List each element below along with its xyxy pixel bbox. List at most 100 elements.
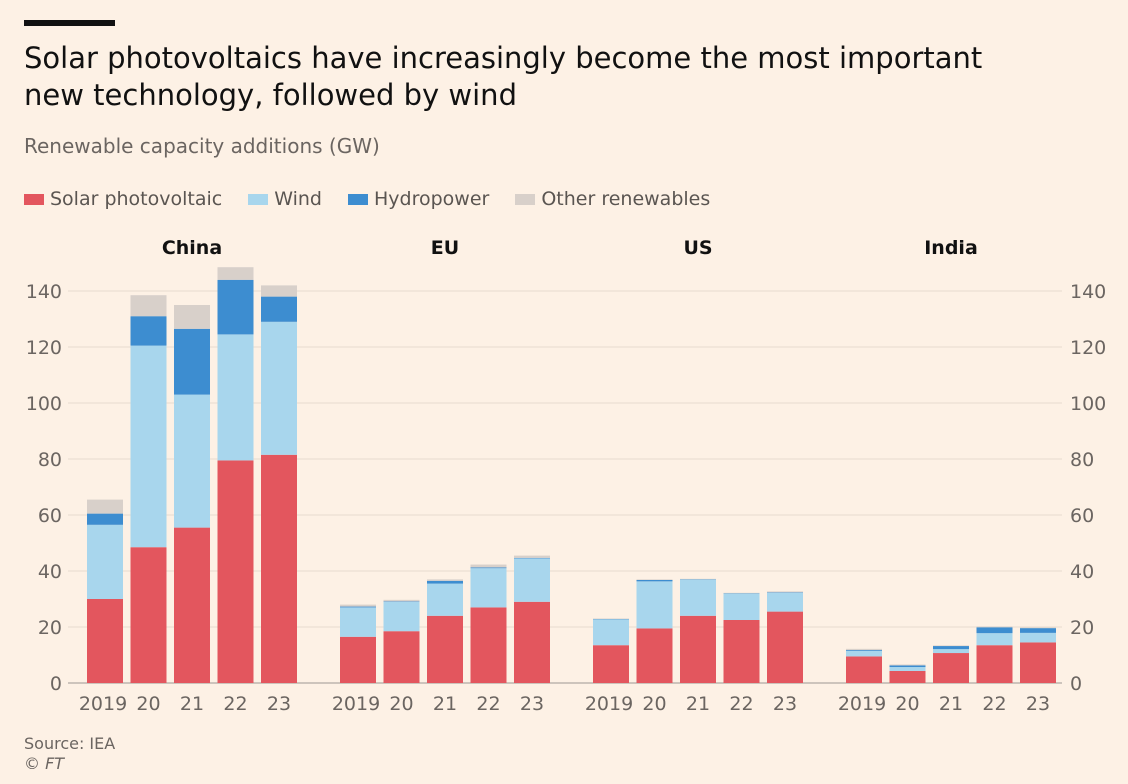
bar-china-22-other-renewables [217,267,254,280]
source-text: Source: IEA [24,734,116,753]
bar-china-23-hydropower [261,296,297,322]
legend-swatch-hydro [348,193,368,205]
bar-eu-20-solar-photovoltaic [383,631,420,683]
bar-us-23-hydropower [767,592,803,593]
bar-eu-21-other-renewables [427,579,463,581]
bar-china-2019-solar-photovoltaic [87,599,123,683]
bar-us-23-other-renewables [767,591,803,593]
bar-india-21-other-renewables [933,645,969,647]
bar-eu-22-other-renewables [470,564,507,568]
panel-title-china: China [162,237,222,259]
bar-china-23-wind [261,321,297,455]
bar-eu-20-hydropower [383,601,420,602]
x-tick-label: 22 [729,693,753,715]
x-tick-label: 23 [773,693,797,715]
x-tick-label: 2019 [332,693,380,715]
x-tick-label: 20 [136,693,160,715]
y-tick-label-right: 0 [1070,673,1082,695]
panel-title-eu: EU [431,237,459,259]
y-tick-label-left: 60 [38,505,62,527]
y-tick-label-right: 80 [1070,449,1094,471]
bar-us-2019-other-renewables [593,618,629,620]
bar-us-22-hydropower [723,593,760,594]
bar-china-22-hydropower [217,279,254,335]
bar-china-20-other-renewables [130,295,167,317]
y-tick-label-right: 60 [1070,505,1094,527]
source-note: Source: IEA © FT [24,734,115,774]
legend: Solar photovoltaic Wind Hydropower Other… [24,188,710,210]
x-tick-label: 2019 [838,693,886,715]
bar-us-22-solar-photovoltaic [723,620,760,683]
bar-us-21-hydropower [680,579,716,580]
x-tick-label: 22 [982,693,1006,715]
bar-eu-21-wind [427,583,463,616]
bar-eu-21-hydropower [427,580,463,584]
y-tick-label-left: 20 [38,617,62,639]
credit-text: © FT [24,754,65,773]
y-tick-label-left: 80 [38,449,62,471]
bar-us-20-solar-photovoltaic [636,628,673,683]
bar-india-20-wind [889,667,926,671]
bar-eu-22-wind [470,568,507,608]
y-tick-label-right: 120 [1070,337,1106,359]
bar-us-21-wind [680,579,716,616]
chart-title: Solar photovoltaics have increasingly be… [24,41,983,112]
x-tick-label: 23 [267,693,291,715]
bar-eu-23-hydropower [514,557,550,559]
bar-china-22-solar-photovoltaic [217,460,254,683]
legend-swatch-wind [248,193,269,205]
bar-china-20-solar-photovoltaic [130,547,167,683]
bar-china-21-hydropower [174,328,210,395]
x-tick-label: 21 [433,693,457,715]
bar-eu-2019-other-renewables [340,604,376,607]
x-tick-label: 22 [476,693,500,715]
y-tick-label-right: 100 [1070,393,1106,415]
bar-china-21-solar-photovoltaic [174,527,210,683]
bar-us-23-wind [767,592,803,612]
bar-us-21-solar-photovoltaic [680,615,716,683]
y-tick-label-right: 20 [1070,617,1094,639]
panel-title-us: US [683,237,712,259]
legend-item-hydro: Hydropower [348,188,489,210]
bar-india-20-solar-photovoltaic [889,670,926,683]
bar-india-2019-wind [846,650,882,657]
bar-eu-22-hydropower [470,567,507,569]
legend-label: Other renewables [541,188,711,210]
bar-eu-23-solar-photovoltaic [514,601,550,683]
bar-china-22-wind [217,334,254,461]
bar-eu-20-wind [383,601,420,632]
x-tick-label: 20 [389,693,413,715]
bar-us-23-solar-photovoltaic [767,611,803,683]
y-tick-label-right: 40 [1070,561,1094,583]
bar-us-20-hydropower [636,579,673,582]
bar-india-21-hydropower [933,646,969,650]
bar-china-2019-other-renewables [87,499,123,514]
legend-label: Solar photovoltaic [50,188,223,210]
bar-eu-23-wind [514,558,550,602]
legend-swatch-other [515,193,536,205]
bar-china-20-hydropower [130,316,167,346]
bar-india-20-hydropower [889,665,926,668]
bar-india-23-other-renewables [1020,627,1056,629]
chart-subtitle: Renewable capacity additions (GW) [24,134,380,158]
bar-us-20-other-renewables [636,579,673,580]
bar-india-23-hydropower [1020,628,1056,633]
bar-us-2019-hydropower [593,618,629,620]
x-tick-label: 2019 [79,693,127,715]
bar-us-20-wind [636,581,673,629]
bar-us-22-wind [723,593,760,620]
bar-india-2019-other-renewables [846,648,882,650]
x-tick-label: 2019 [585,693,633,715]
bar-india-22-wind [976,633,1013,646]
ft-header-bar [24,20,115,26]
bar-india-23-solar-photovoltaic [1020,642,1056,683]
bar-india-22-other-renewables [976,626,1013,628]
bar-china-2019-hydropower [87,513,123,525]
bar-eu-2019-solar-photovoltaic [340,636,376,683]
y-tick-label-left: 100 [26,393,62,415]
x-tick-label: 22 [223,693,247,715]
bar-china-21-wind [174,394,210,528]
bar-us-21-other-renewables [680,578,716,580]
legend-swatch-solar [24,193,44,205]
